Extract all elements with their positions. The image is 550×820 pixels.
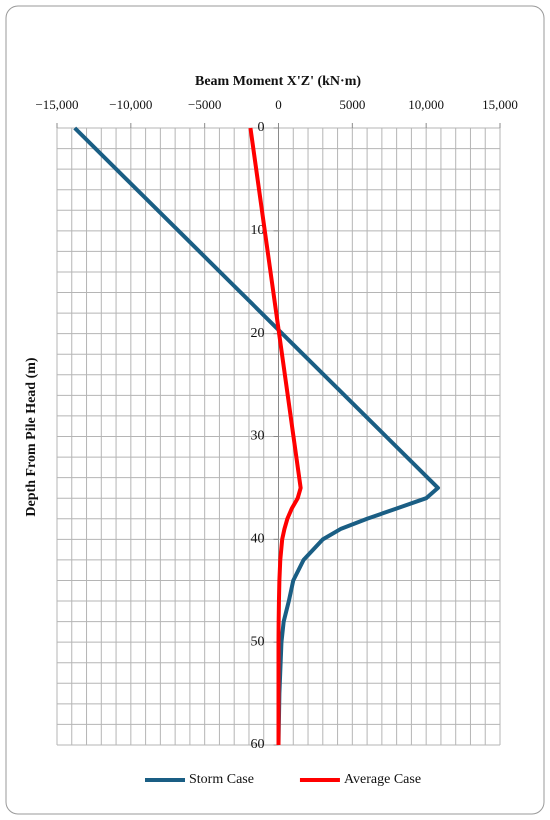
y-tick-label: 40 bbox=[251, 532, 265, 547]
y-axis-label: Depth From Pile Head (m) bbox=[24, 357, 39, 516]
x-tick-label: 10,000 bbox=[408, 97, 444, 112]
y-tick-label: 60 bbox=[251, 737, 265, 752]
y-tick-label: 0 bbox=[258, 120, 265, 135]
y-tick-label: 50 bbox=[251, 634, 265, 649]
chart-frame bbox=[5, 5, 545, 815]
y-tick-label: 10 bbox=[251, 223, 265, 238]
x-tick-label: 5000 bbox=[339, 97, 365, 112]
x-tick-label: 0 bbox=[275, 97, 282, 112]
series-line bbox=[248, 127, 303, 745]
x-tick-label: 15,000 bbox=[482, 97, 518, 112]
chart-title: Beam Moment X'Z' (kN·m) bbox=[195, 74, 361, 89]
series-line bbox=[73, 126, 440, 746]
y-tick-label: 20 bbox=[251, 326, 265, 341]
x-tick-label: −15,000 bbox=[35, 97, 78, 112]
x-tick-label: −10,000 bbox=[109, 97, 152, 112]
x-tick-label: −5000 bbox=[188, 97, 221, 112]
y-tick-label: 30 bbox=[251, 429, 265, 444]
legend-label: Storm Case bbox=[189, 772, 254, 787]
legend-label: Average Case bbox=[344, 772, 421, 787]
